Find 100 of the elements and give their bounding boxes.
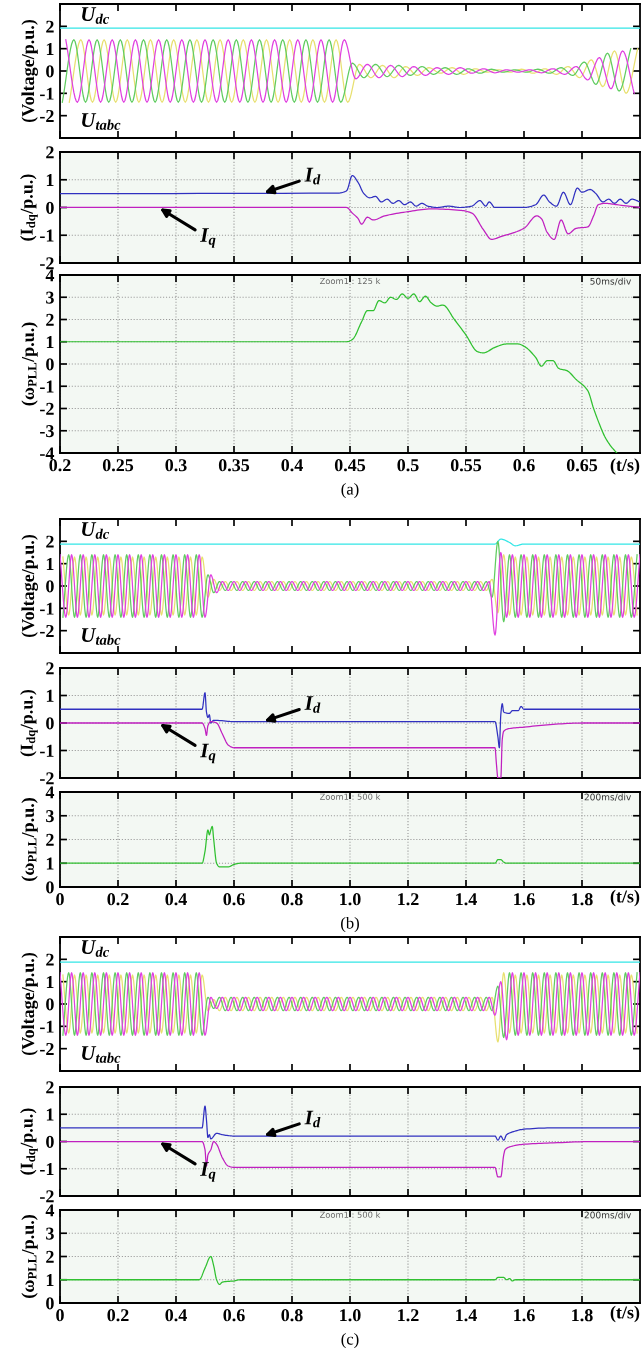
- x-tick-label: 1.8: [572, 893, 593, 906]
- y-tick-label: 2: [46, 313, 54, 326]
- y-tick-label: 1: [46, 558, 54, 570]
- y-tick-label: 2: [46, 1081, 54, 1094]
- annotation: Zoom1 : 500 k: [319, 1211, 381, 1218]
- y-tick-label: 4: [45, 786, 55, 799]
- y-tick-label: -1: [40, 1020, 54, 1033]
- x-tick-label: 0.2: [107, 1309, 129, 1322]
- x-axis-title: (t/s): [610, 1305, 640, 1323]
- text: (a): [341, 482, 359, 499]
- y-tick-label: 0: [46, 201, 54, 214]
- series-label: I$_{q}$: [200, 1162, 216, 1182]
- x-tick-label: 0.6: [223, 1309, 245, 1322]
- x-tick-label: 0.8: [281, 1309, 303, 1322]
- y-tick-label: 2: [46, 833, 54, 846]
- series-label: I$_{q}$: [200, 743, 216, 764]
- y-axis-title: (ω$_{PLL}$/p.u.): [21, 322, 38, 406]
- annotation: 200ms/div: [584, 793, 632, 802]
- y-axis-title: (I$_{dq}$/p.u.): [20, 174, 38, 241]
- series-label: U$_{dc}$: [82, 940, 110, 957]
- y-tick-label: -2: [40, 624, 54, 637]
- y-axis-title: (Voltage/p.u.): [21, 952, 38, 1056]
- x-tick-label: 0.35: [218, 459, 250, 472]
- x-tick-label: 1.6: [514, 893, 535, 906]
- y-tick-label: 2: [46, 20, 54, 33]
- x-tick-label: 0.2: [107, 893, 129, 906]
- y-tick-label: -1: [40, 87, 54, 100]
- y-tick-label: 2: [46, 953, 54, 966]
- y-tick-label: 2: [46, 146, 54, 159]
- series-label: U$_{dc}$: [82, 7, 110, 24]
- x-axis-title: (t/s): [610, 889, 640, 907]
- x-tick-label: 0.6: [223, 893, 245, 906]
- y-tick-label: -1: [40, 602, 54, 615]
- y-tick-label: 1: [46, 43, 54, 55]
- y-tick-label: 0: [46, 580, 54, 593]
- y-tick-label: -2: [40, 1190, 54, 1203]
- y-tick-label: -4: [40, 447, 55, 460]
- y-tick-label: -1: [40, 744, 54, 757]
- y-axis-title: (Voltage/p.u.): [21, 534, 38, 638]
- x-tick-label: 0.25: [102, 459, 134, 472]
- y-tick-label: -2: [40, 257, 54, 270]
- x-tick-label: 0.45: [334, 459, 366, 472]
- y-tick-label: 3: [46, 1227, 54, 1240]
- y-tick-label: 4: [45, 1204, 55, 1217]
- x-tick-label: 0.65: [566, 459, 598, 472]
- y-tick-label: 0: [46, 998, 54, 1011]
- y-tick-label: 0: [46, 1135, 54, 1148]
- y-axis-title: (I$_{dq}$/p.u.): [20, 1108, 38, 1175]
- x-tick-label: 0.8: [281, 893, 303, 906]
- x-tick-label: 1.8: [572, 1309, 593, 1322]
- series-label: I$_{d}$: [304, 696, 321, 713]
- y-tick-label: 1: [46, 976, 54, 988]
- y-tick-label: 0: [46, 358, 54, 371]
- y-tick-label: 2: [46, 535, 54, 548]
- annotation: Zoom1 : 500 k: [319, 793, 381, 800]
- annotation: Zoom1 : 125 k: [319, 277, 381, 285]
- x-tick-label: 1.6: [514, 1309, 535, 1322]
- x-tick-label: 0: [56, 893, 64, 906]
- x-axis-title: (t/s): [610, 458, 640, 475]
- y-tick-label: -1: [40, 1163, 54, 1176]
- y-tick-label: 1: [46, 1108, 54, 1121]
- x-tick-label: 0.3: [165, 459, 187, 472]
- y-tick-label: 3: [46, 810, 54, 823]
- y-tick-label: 0: [46, 65, 54, 78]
- x-tick-label: 1.2: [398, 893, 419, 906]
- x-tick-label: 0.6: [513, 459, 535, 472]
- y-tick-label: 1: [46, 174, 54, 187]
- x-tick-label: 1.0: [340, 893, 361, 906]
- y-tick-label: -2: [40, 402, 54, 415]
- text: (c): [341, 1332, 359, 1349]
- x-tick-label: 0.4: [165, 893, 187, 906]
- y-tick-label: -2: [40, 1042, 54, 1055]
- y-tick-label: 2: [46, 662, 54, 675]
- x-tick-label: 1.2: [398, 1309, 419, 1322]
- x-tick-label: 1.0: [340, 1309, 361, 1322]
- y-tick-label: 1: [46, 857, 54, 870]
- y-tick-label: 0: [46, 1297, 54, 1310]
- x-tick-label: 1.4: [456, 893, 477, 906]
- y-tick-label: -1: [40, 229, 54, 242]
- series-label: I$_{q}$: [200, 228, 216, 248]
- y-tick-label: 1: [46, 1274, 54, 1287]
- x-tick-label: 0.55: [450, 459, 482, 472]
- annotation: U$_{tabc}$: [82, 628, 121, 645]
- y-tick-label: 0: [46, 717, 54, 730]
- x-tick-label: 0.4: [281, 459, 303, 472]
- x-tick-label: 0: [56, 1309, 64, 1322]
- y-tick-label: 2: [46, 1250, 54, 1263]
- series-label: I$_{d}$: [304, 167, 321, 185]
- y-tick-label: -2: [40, 772, 54, 785]
- y-tick-label: 3: [46, 291, 54, 304]
- y-tick-label: 1: [46, 336, 54, 349]
- y-tick-label: 0: [46, 881, 54, 894]
- y-axis-title: (ω$_{PLL}$/p.u.): [21, 798, 38, 881]
- series-label: I$_{d}$: [304, 1110, 321, 1128]
- y-tick-label: -2: [40, 109, 54, 122]
- series-label: U$_{dc}$: [82, 522, 110, 539]
- x-tick-label: 0.4: [165, 1309, 187, 1322]
- annotation: U$_{tabc}$: [82, 1046, 121, 1063]
- x-tick-label: 0.5: [397, 459, 419, 472]
- y-tick-label: 4: [45, 269, 55, 282]
